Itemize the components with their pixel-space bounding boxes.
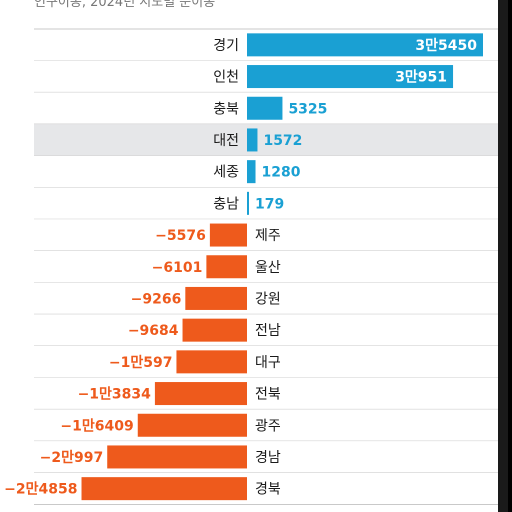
chart-caption: 인구이동, 2024년 시도별 순이동 bbox=[34, 0, 216, 10]
category-label: 광주 bbox=[255, 418, 281, 434]
row-background bbox=[34, 377, 498, 410]
value-label: −2만4858 bbox=[4, 482, 77, 498]
row-background bbox=[34, 219, 498, 251]
category-label: 강원 bbox=[255, 291, 281, 307]
bar bbox=[247, 128, 258, 152]
bar bbox=[81, 477, 248, 501]
bar bbox=[107, 445, 247, 469]
category-label: 울산 bbox=[255, 260, 281, 276]
category-label: 충남 bbox=[213, 196, 239, 212]
bar bbox=[209, 223, 247, 247]
bar bbox=[154, 382, 247, 406]
category-label: 전남 bbox=[255, 323, 281, 339]
row-background bbox=[34, 314, 498, 346]
row-background bbox=[34, 346, 498, 378]
row-background bbox=[34, 124, 498, 156]
value-label: −5576 bbox=[155, 228, 206, 244]
value-label: 3만5450 bbox=[415, 38, 477, 54]
bar bbox=[247, 33, 483, 57]
value-label: 1280 bbox=[262, 165, 301, 181]
value-label: −1만6409 bbox=[60, 418, 133, 434]
bar-chart: 경기 3만5450 인천 3만951 충북 5325 대전 1572 세종 1280 충남 179 제주… bbox=[4, 28, 498, 505]
bar bbox=[247, 96, 283, 120]
category-label: 경기 bbox=[213, 38, 239, 54]
category-label: 충북 bbox=[213, 101, 239, 117]
category-label: 인천 bbox=[213, 70, 239, 86]
bar bbox=[247, 160, 256, 184]
bar bbox=[182, 318, 247, 342]
bar bbox=[137, 413, 247, 437]
category-label: 전북 bbox=[255, 387, 281, 403]
category-label: 경북 bbox=[255, 482, 281, 498]
bar bbox=[247, 65, 454, 89]
category-label: 경남 bbox=[255, 450, 281, 466]
value-label: −2만997 bbox=[40, 450, 104, 466]
row-background bbox=[34, 187, 498, 220]
bar bbox=[206, 255, 247, 279]
bar bbox=[185, 286, 247, 310]
value-label: −9684 bbox=[128, 323, 179, 339]
category-label: 세종 bbox=[213, 165, 239, 181]
value-label: −1만597 bbox=[109, 355, 173, 371]
bar bbox=[247, 191, 249, 215]
category-label: 대구 bbox=[255, 355, 281, 371]
value-label: 3만951 bbox=[395, 70, 447, 86]
row-background bbox=[34, 282, 498, 315]
category-label: 대전 bbox=[213, 133, 239, 149]
value-label: −1만3834 bbox=[78, 387, 152, 403]
window-edge-inner bbox=[508, 0, 512, 512]
value-label: −6101 bbox=[152, 260, 203, 276]
category-label: 제주 bbox=[255, 228, 281, 244]
bar bbox=[176, 350, 247, 374]
row-background bbox=[34, 250, 498, 283]
value-label: 5325 bbox=[288, 101, 327, 117]
value-label: 1572 bbox=[263, 133, 302, 149]
value-label: −9266 bbox=[131, 291, 182, 307]
row-background bbox=[34, 155, 498, 188]
value-label: 179 bbox=[255, 196, 284, 212]
row-background bbox=[34, 409, 498, 442]
window-edge bbox=[498, 0, 512, 512]
